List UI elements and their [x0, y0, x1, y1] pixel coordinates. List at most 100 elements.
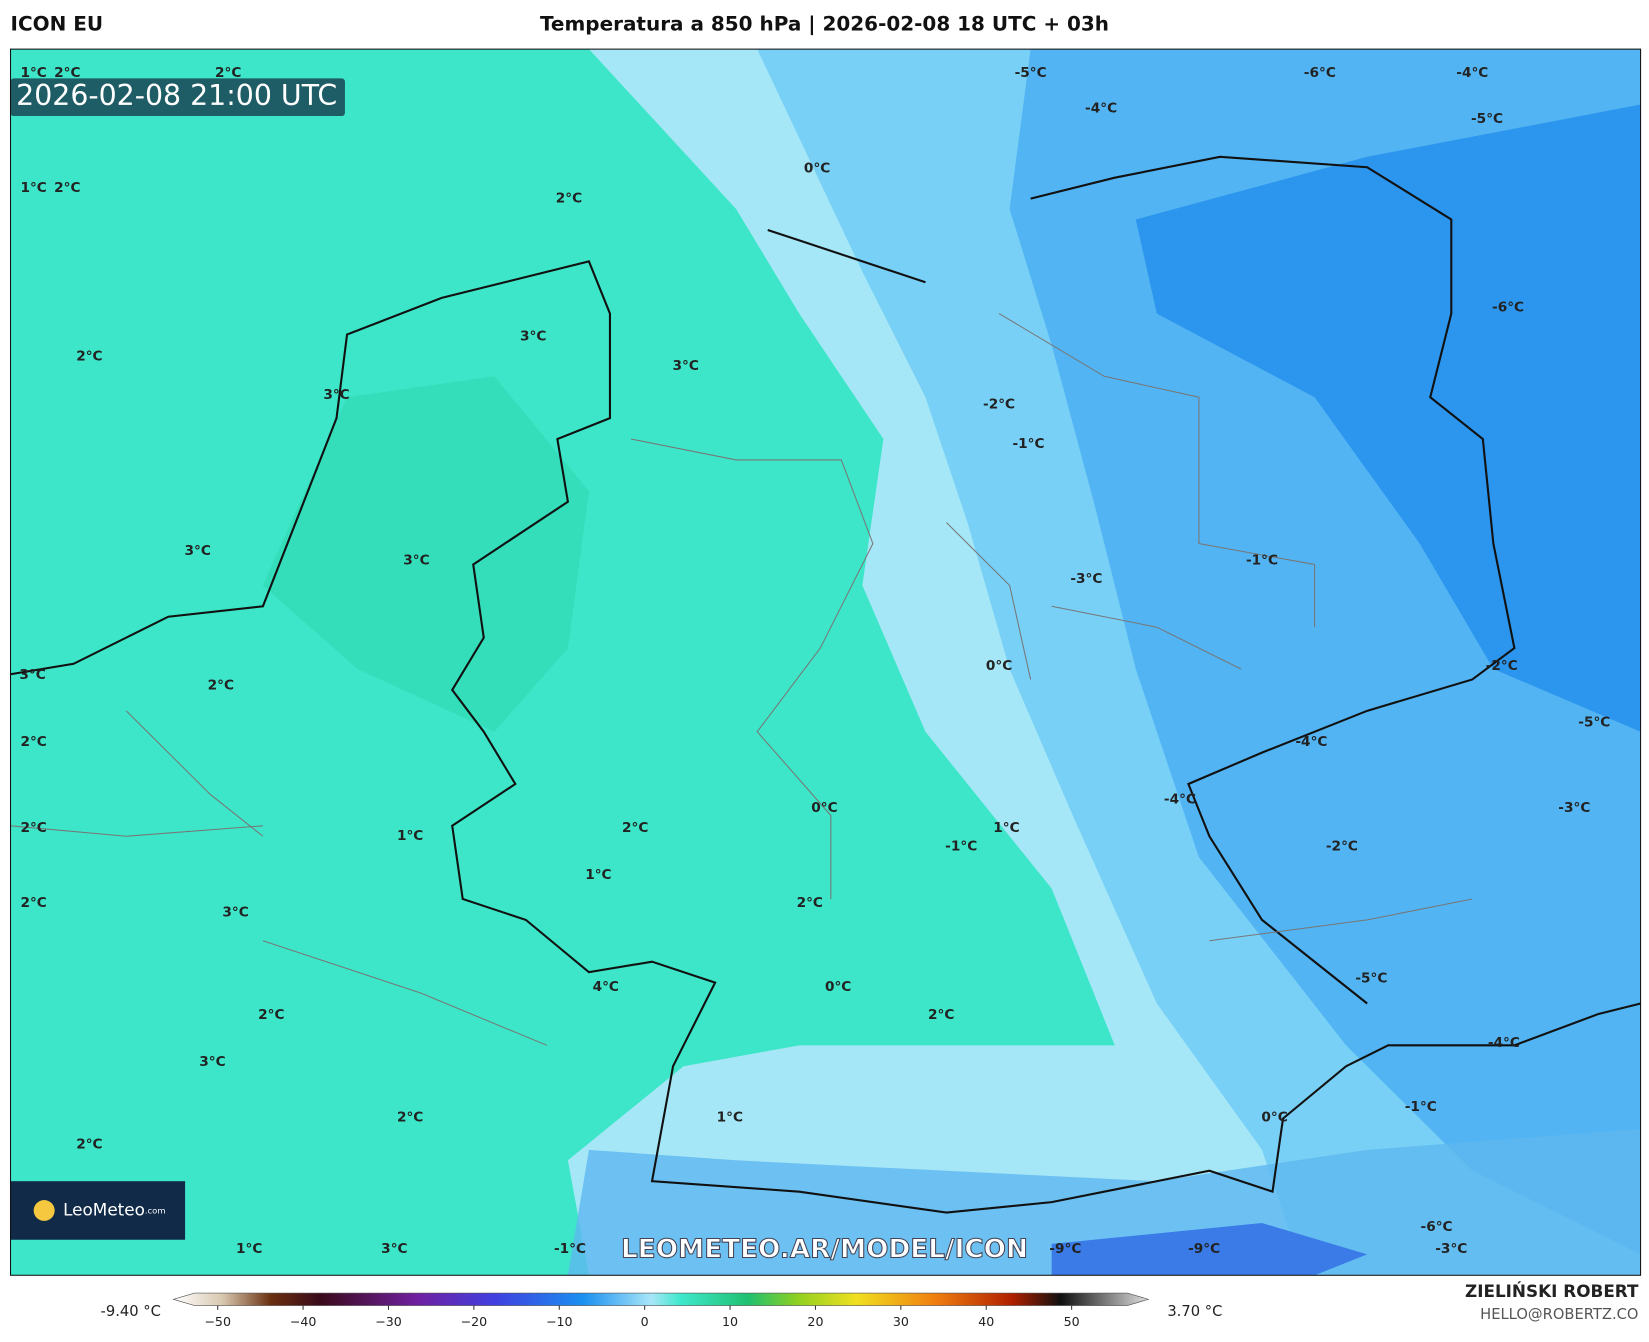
time-box	[10, 78, 345, 117]
temperature-label: 2°C	[20, 895, 46, 911]
colorbar-gradient	[172, 1292, 1150, 1306]
temperature-label: 0°C	[825, 979, 851, 995]
temperature-label: -4°C	[1295, 734, 1327, 750]
temperature-label: -6°C	[1492, 299, 1524, 315]
logo-suffix: .com	[145, 1205, 166, 1215]
author: ZIELIŃSKI ROBERT	[1465, 1280, 1639, 1301]
country-border	[10, 260, 1641, 1214]
colorbar-tick-label: 30	[893, 1314, 909, 1329]
temperature-label: 3°C	[19, 667, 45, 683]
email: HELLO@ROBERTZ.CO	[1480, 1306, 1638, 1323]
temperature-label: 3°C	[672, 358, 698, 374]
temperature-label: 2°C	[20, 734, 46, 750]
temperature-label: -2°C	[983, 397, 1015, 413]
temperature-label: 1°C	[20, 65, 46, 81]
colorbar: -9.40 °C 3.70 °C −50 −40 −30 −20 −10 0 10 20 30 4…	[101, 1292, 1222, 1329]
colorbar-max: 3.70 °C	[1167, 1303, 1222, 1320]
temperature-label: 2°C	[208, 678, 234, 694]
colorbar-tick-label: 10	[722, 1314, 738, 1329]
coldest-zone	[1135, 104, 1641, 732]
temperature-labels: 1°C 2°C 2°C 1°C 2°C 2°C 0°C -5°C -6°C -4°C -4°C -5°…	[19, 65, 1610, 1257]
colorbar-tick-label: 50	[1064, 1314, 1080, 1329]
temperature-label: -2°C	[1326, 839, 1358, 855]
temperature-label: -4°C	[1164, 792, 1196, 808]
temperature-label: 3°C	[520, 329, 546, 345]
alps-cold	[1051, 1223, 1368, 1276]
temperature-label: 0°C	[811, 800, 837, 816]
map-title: Temperatura a 850 hPa | 2026-02-08 18 UT…	[540, 13, 1109, 36]
logo-text: LeoMeteo.com	[63, 1200, 165, 1220]
temperature-label: -3°C	[1435, 1241, 1467, 1257]
colorbar-min: -9.40 °C	[101, 1303, 161, 1320]
temperature-label: -6°C	[1421, 1219, 1453, 1235]
temperature-label: -4°C	[1085, 101, 1117, 117]
colorbar-tick-label: −50	[204, 1314, 231, 1329]
temperature-label: -3°C	[1558, 800, 1590, 816]
temperature-label: -1°C	[1246, 552, 1278, 568]
temperature-label: 2°C	[76, 1137, 102, 1153]
temperature-label: -3°C	[1070, 571, 1102, 587]
temperature-label: 2°C	[54, 65, 80, 81]
temperature-label: -1°C	[554, 1241, 586, 1257]
temperature-label: -1°C	[1012, 436, 1044, 452]
temperature-label: 3°C	[381, 1241, 407, 1257]
logo-name: LeoMeteo	[63, 1200, 145, 1220]
valid-time: 2026-02-08 21:00 UTC	[16, 79, 337, 112]
temperature-label: 1°C	[20, 180, 46, 196]
logo-sun	[33, 1200, 55, 1221]
colorbar-tick-label: −20	[461, 1314, 488, 1329]
temperature-label: 3°C	[199, 1054, 225, 1070]
temperature-label: -2°C	[1486, 658, 1518, 674]
colorbar-tick-label: 20	[807, 1314, 823, 1329]
temperature-label: 0°C	[804, 160, 830, 176]
alps-zone	[567, 1128, 1641, 1276]
temperature-label: -1°C	[945, 839, 977, 855]
temperature-label: -5°C	[1355, 970, 1387, 986]
temperature-label: 2°C	[20, 820, 46, 836]
temperature-label: -6°C	[1304, 65, 1336, 81]
temperature-label: 1°C	[717, 1109, 743, 1125]
temperature-label: 1°C	[585, 867, 611, 883]
temperature-label: 2°C	[397, 1109, 423, 1125]
temperature-label: 1°C	[993, 820, 1019, 836]
temperature-label: 1°C	[397, 828, 423, 844]
colorbar-tick-label: 0	[641, 1314, 649, 1329]
colorbar-tick-label: −30	[375, 1314, 402, 1329]
temperature-label: 3°C	[222, 905, 248, 921]
colorbar-tick-label: 40	[978, 1314, 994, 1329]
temperature-label: 3°C	[323, 387, 349, 403]
colorbar-tick-label: −40	[290, 1314, 317, 1329]
temperature-label: 3°C	[185, 543, 211, 559]
temperature-label: -5°C	[1578, 714, 1610, 730]
temperature-label: 2°C	[54, 180, 80, 196]
temperature-label: 2°C	[258, 1007, 284, 1023]
temperature-label: -5°C	[1015, 65, 1047, 81]
temperature-label: 2°C	[797, 895, 823, 911]
temperature-label: -9°C	[1049, 1241, 1081, 1257]
warm-zone	[262, 376, 589, 732]
country-border	[767, 155, 1516, 1005]
admin-border	[10, 313, 1473, 1046]
watermark: LEOMETEO.AR/MODEL/ICON	[621, 1235, 1028, 1265]
temperature-label: -4°C	[1456, 65, 1488, 81]
temperature-label: 0°C	[986, 658, 1012, 674]
temperature-label: 3°C	[403, 552, 429, 568]
colorbar-tick-label: −10	[546, 1314, 573, 1329]
temperature-label: 2°C	[622, 820, 648, 836]
temperature-label: -5°C	[1471, 111, 1503, 127]
temperature-label: 0°C	[1261, 1109, 1287, 1125]
map: 1°C 2°C 2°C 1°C 2°C 2°C 0°C -5°C -6°C -4°C -4°C -5°…	[9, 48, 1642, 1276]
temperature-label: 2°C	[76, 348, 102, 364]
temperature-label: 2°C	[556, 191, 582, 207]
temperature-label: 1°C	[236, 1241, 262, 1257]
temperature-label: 2°C	[215, 65, 241, 81]
temperature-label: -9°C	[1188, 1241, 1220, 1257]
temperature-label: 2°C	[928, 1007, 954, 1023]
temperature-label: -4°C	[1488, 1035, 1520, 1051]
temperature-label: 4°C	[593, 979, 619, 995]
map-frame	[9, 48, 1642, 1276]
temperature-label: -1°C	[1405, 1099, 1437, 1115]
model-name: ICON EU	[11, 13, 104, 36]
